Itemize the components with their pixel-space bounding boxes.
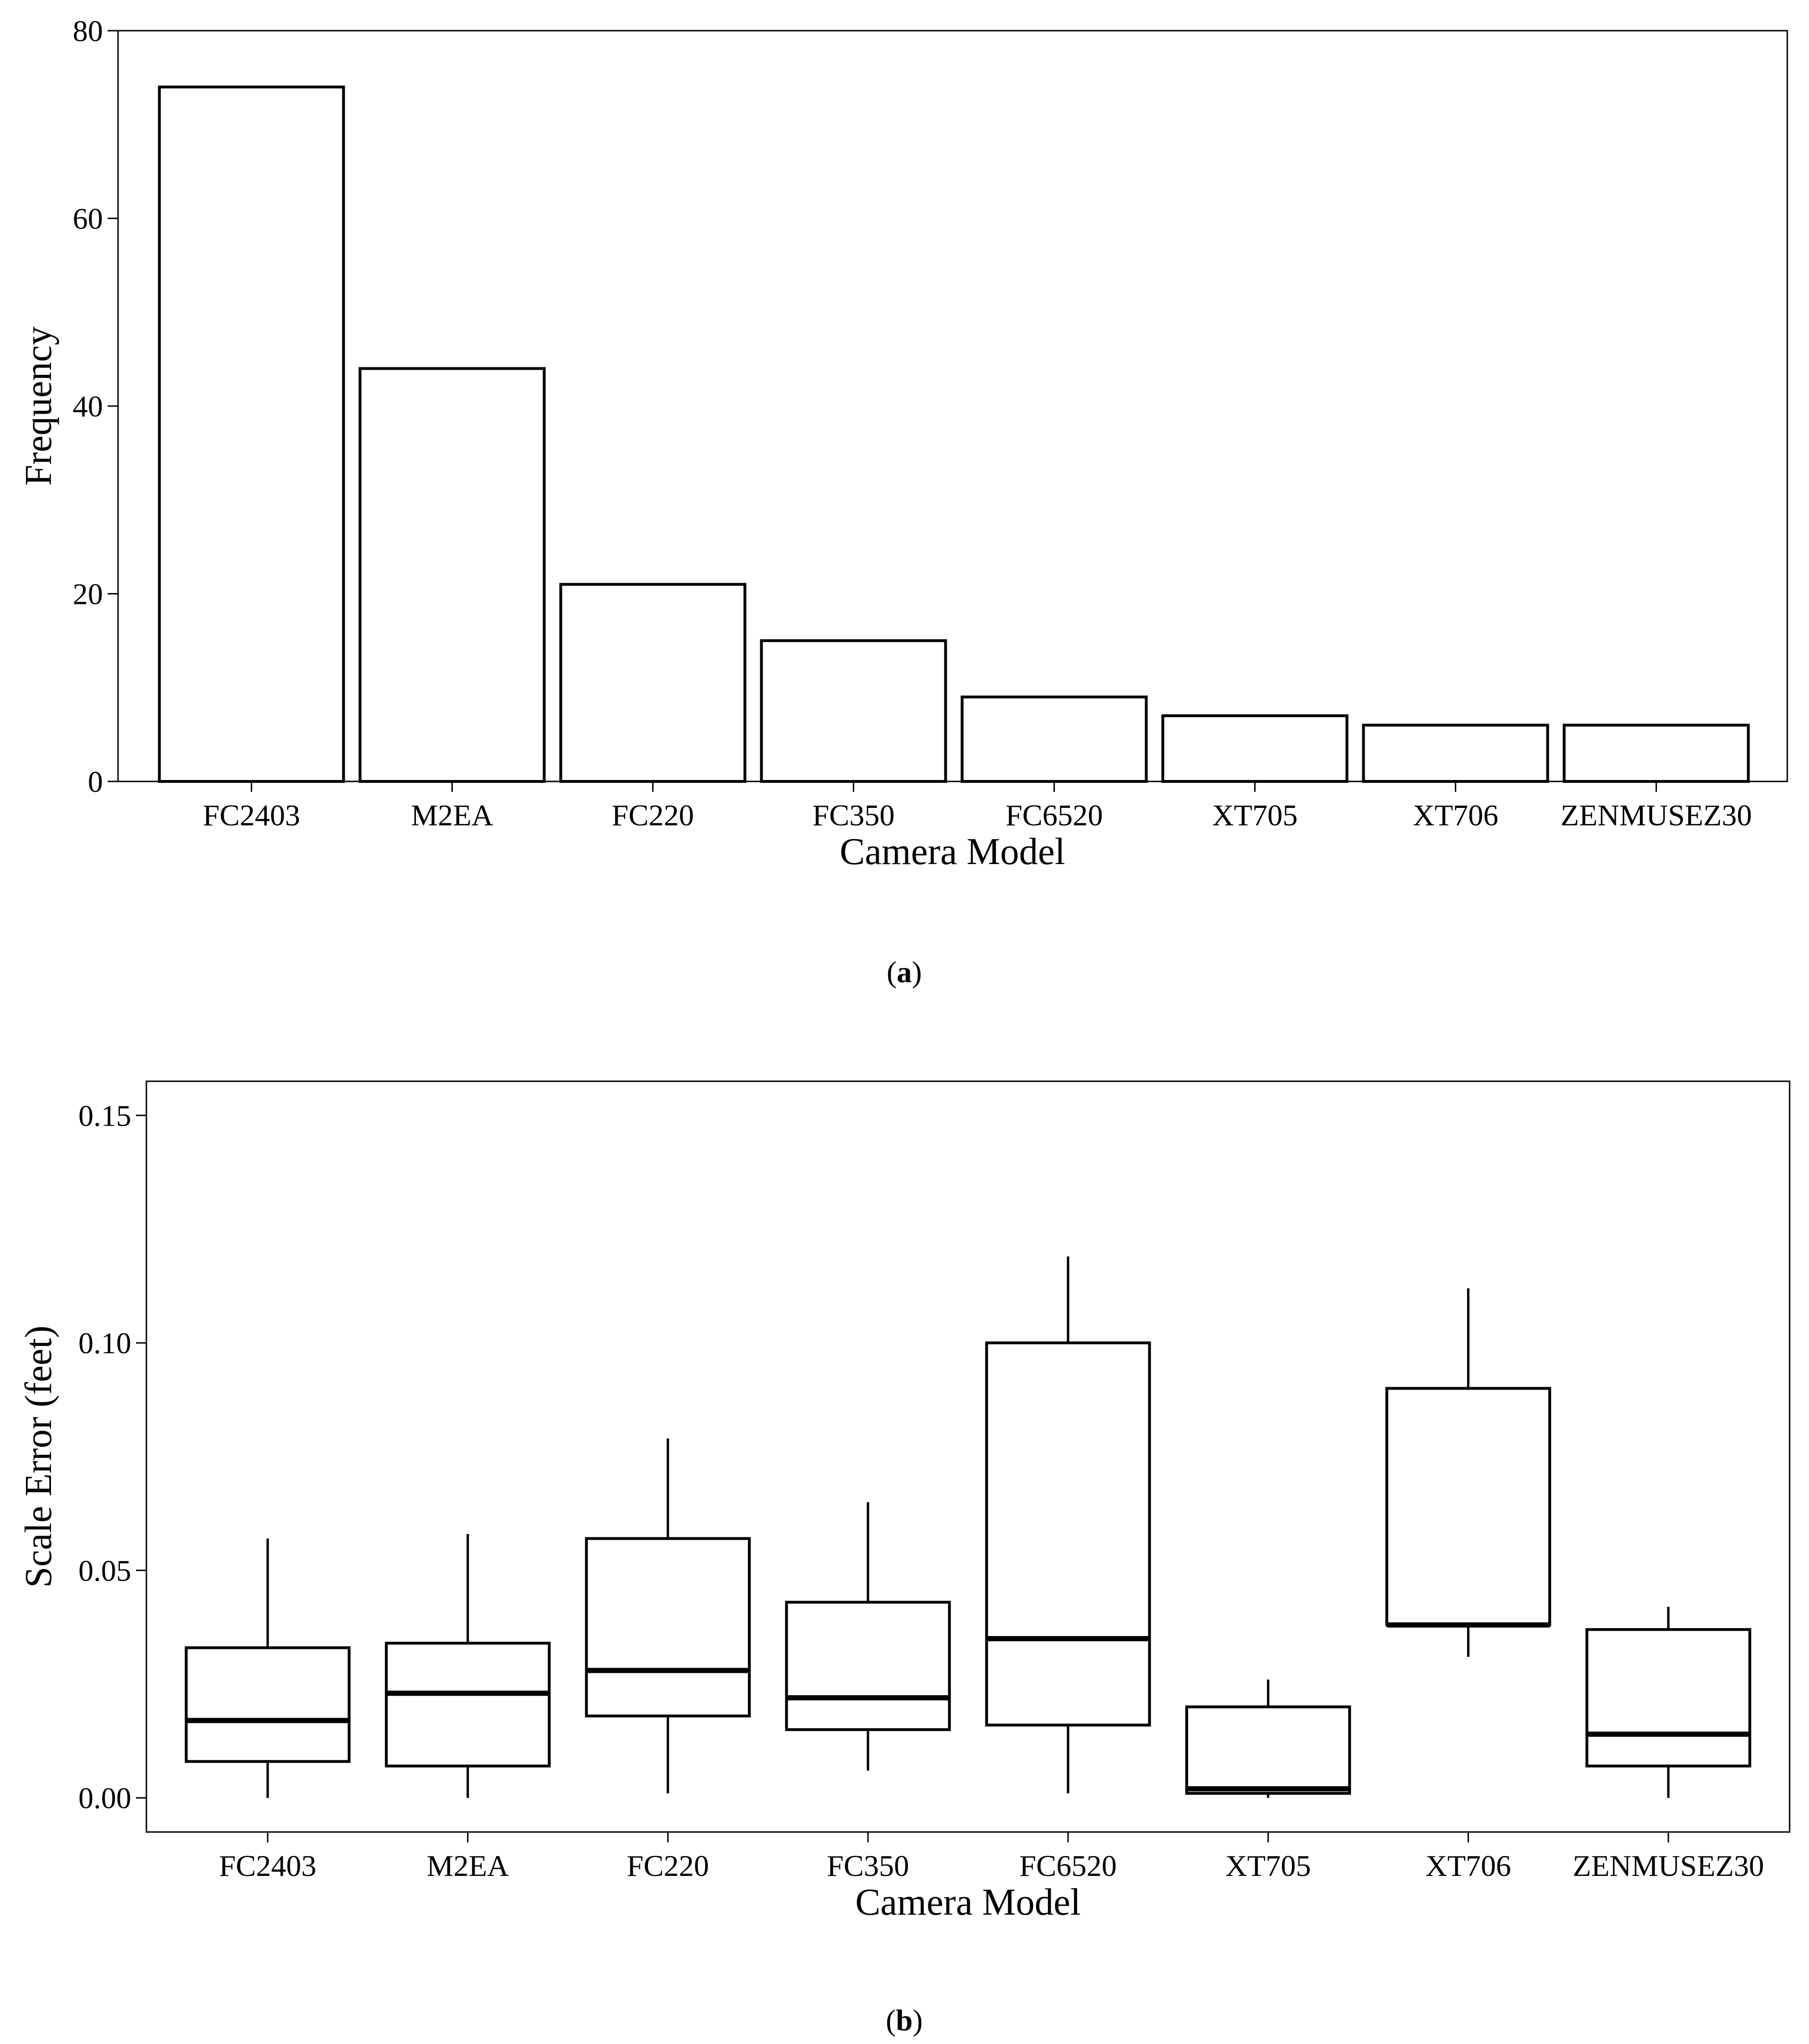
y-tick-label: 0.15 — [78, 1099, 131, 1132]
iqr-box — [985, 1341, 1151, 1727]
iqr-box — [385, 1642, 551, 1768]
y-axis-title: Frequency — [18, 326, 59, 486]
box-zenmusez30 — [1585, 1607, 1751, 1798]
plot-frame — [145, 1080, 1791, 1833]
x-tick-label: FC6520 — [1005, 798, 1103, 832]
iqr-box — [185, 1646, 351, 1763]
x-axis-title: Camera Model — [855, 1882, 1081, 1923]
bar-chart-panel: 0 20 40 60 80 FC2403 M2EA FC220 FC350 FC6520 XT70… — [18, 14, 1788, 989]
x-tick-label: FC350 — [827, 1849, 909, 1883]
x-axis: FC2403 M2EA FC220 FC350 FC6520 XT705 XT706 ZENM… — [219, 1832, 1764, 1883]
x-tick-label: XT705 — [1212, 798, 1298, 832]
box-fc220 — [585, 1438, 751, 1794]
x-tick-label: M2EA — [427, 1849, 509, 1883]
x-tick-label: FC220 — [627, 1849, 709, 1883]
x-tick-label: XT706 — [1413, 798, 1498, 832]
y-tick-label: 20 — [73, 577, 103, 611]
y-axis: 0 20 40 60 80 — [73, 14, 118, 798]
panel-caption-a: (a) — [887, 955, 922, 989]
y-tick-label: 0 — [88, 765, 103, 798]
box-plot-panel: 0.00 0.05 0.10 0.15 FC2403 M2EA FC220 FC350 FC6… — [18, 1080, 1791, 2037]
box-xt706 — [1385, 1288, 1551, 1657]
iqr-box — [585, 1537, 751, 1718]
y-axis-title: Scale Error (feet) — [18, 1325, 59, 1587]
y-tick-label: 0.00 — [78, 1781, 131, 1815]
x-tick-label: FC2403 — [219, 1849, 316, 1883]
bar-fc6520 — [960, 695, 1148, 783]
panel-caption-b: (b) — [886, 2003, 923, 2037]
x-tick-label: FC2403 — [203, 798, 300, 832]
box-fc350 — [785, 1502, 951, 1771]
x-tick-label: XT705 — [1225, 1849, 1311, 1883]
box-fc2403 — [185, 1538, 351, 1798]
x-tick-label: XT706 — [1426, 1849, 1511, 1883]
bar-m2ea — [358, 367, 546, 783]
boxes — [185, 1256, 1751, 1798]
bar-fc2403 — [158, 85, 345, 783]
box-xt705 — [1185, 1679, 1351, 1798]
bar-zenmusez30 — [1563, 723, 1750, 783]
x-tick-label: ZENMUSEZ30 — [1561, 798, 1752, 832]
x-tick-label: FC350 — [812, 798, 894, 832]
y-tick-label: 60 — [73, 202, 103, 236]
bars — [158, 85, 1750, 783]
box-m2ea — [385, 1534, 551, 1798]
iqr-box — [1185, 1705, 1351, 1795]
x-tick-label: M2EA — [411, 798, 493, 832]
x-axis-title: Camera Model — [840, 831, 1065, 873]
iqr-box — [1585, 1628, 1751, 1768]
x-axis: FC2403 M2EA FC220 FC350 FC6520 XT705 XT706 ZENM… — [203, 781, 1752, 832]
y-tick-label: 80 — [73, 14, 103, 48]
y-tick-label: 40 — [73, 390, 103, 423]
x-tick-label: FC6520 — [1019, 1849, 1117, 1883]
x-tick-label: FC220 — [611, 798, 694, 832]
y-tick-label: 0.10 — [78, 1326, 131, 1360]
bar-fc220 — [559, 583, 747, 783]
x-tick-label: ZENMUSEZ30 — [1572, 1849, 1764, 1883]
y-tick-label: 0.05 — [78, 1554, 131, 1587]
bar-xt706 — [1362, 723, 1549, 783]
iqr-box — [785, 1601, 951, 1731]
y-axis: 0.00 0.05 0.10 0.15 — [78, 1099, 146, 1815]
iqr-box — [1385, 1387, 1551, 1627]
box-fc6520 — [985, 1256, 1151, 1794]
bar-xt705 — [1161, 714, 1349, 783]
bar-fc350 — [760, 639, 947, 783]
